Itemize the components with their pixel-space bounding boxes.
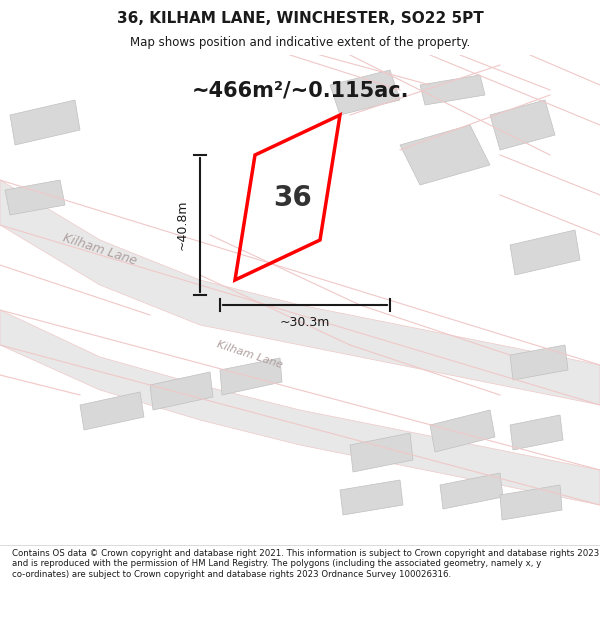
Polygon shape xyxy=(420,75,485,105)
Polygon shape xyxy=(220,358,282,395)
Polygon shape xyxy=(80,392,144,430)
Polygon shape xyxy=(330,70,400,115)
Polygon shape xyxy=(5,180,65,215)
Polygon shape xyxy=(350,433,413,472)
Text: 36, KILHAM LANE, WINCHESTER, SO22 5PT: 36, KILHAM LANE, WINCHESTER, SO22 5PT xyxy=(116,11,484,26)
Text: Contains OS data © Crown copyright and database right 2021. This information is : Contains OS data © Crown copyright and d… xyxy=(12,549,599,579)
Polygon shape xyxy=(430,410,495,452)
Polygon shape xyxy=(340,480,403,515)
Polygon shape xyxy=(400,125,490,185)
Polygon shape xyxy=(510,345,568,380)
Polygon shape xyxy=(10,100,80,145)
Polygon shape xyxy=(0,310,600,505)
Polygon shape xyxy=(150,372,213,410)
Text: Kilham Lane: Kilham Lane xyxy=(216,339,284,371)
Text: Kilham Lane: Kilham Lane xyxy=(61,232,139,268)
Text: 36: 36 xyxy=(273,184,312,211)
Polygon shape xyxy=(0,180,600,405)
Polygon shape xyxy=(440,473,503,509)
Polygon shape xyxy=(500,485,562,520)
Text: ~466m²/~0.115ac.: ~466m²/~0.115ac. xyxy=(191,80,409,100)
Text: ~30.3m: ~30.3m xyxy=(280,316,330,329)
Polygon shape xyxy=(510,415,563,450)
Text: Map shows position and indicative extent of the property.: Map shows position and indicative extent… xyxy=(130,36,470,49)
Polygon shape xyxy=(490,100,555,150)
Polygon shape xyxy=(510,230,580,275)
Text: ~40.8m: ~40.8m xyxy=(176,200,188,250)
